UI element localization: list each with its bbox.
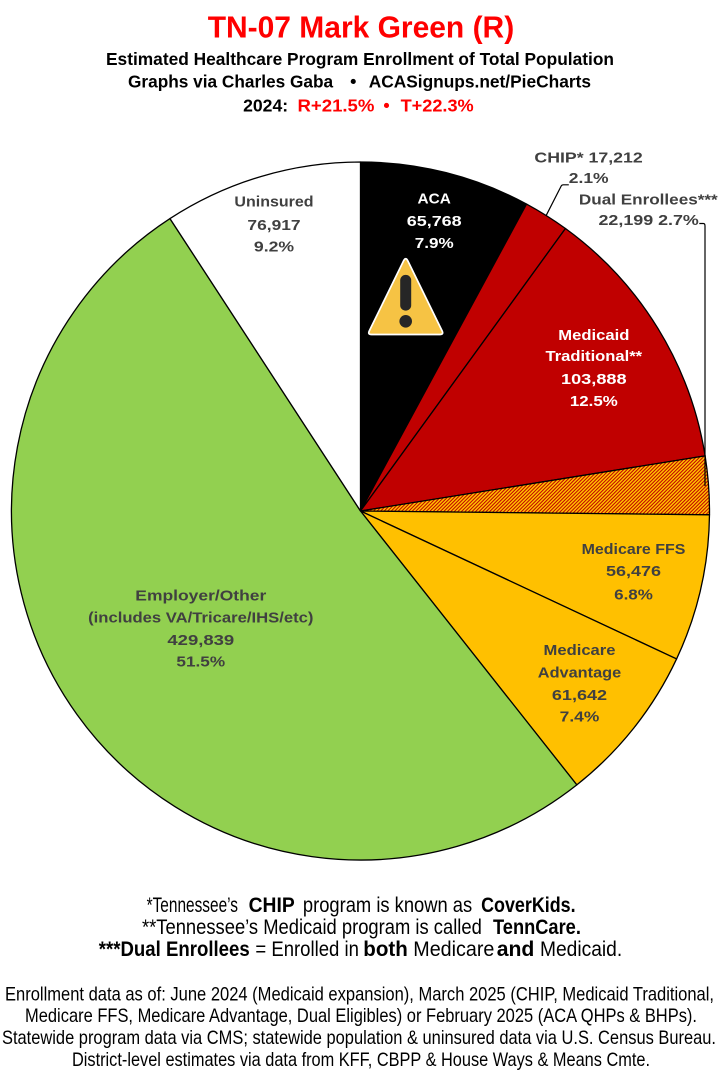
svg-text:TN-07 Mark Green (R): TN-07 Mark Green (R) xyxy=(208,12,515,45)
svg-text:65,768: 65,768 xyxy=(407,214,462,230)
svg-text:12.5%: 12.5% xyxy=(570,394,618,410)
svg-text:R+21.5%: R+21.5% xyxy=(298,95,375,115)
svg-text:T+22.3%: T+22.3% xyxy=(401,95,474,115)
svg-text:Enrollment data as of: June 20: Enrollment data as of: June 2024 (Medica… xyxy=(5,984,714,1006)
svg-text:TennCare.: TennCare. xyxy=(493,915,581,939)
svg-text:7.9%: 7.9% xyxy=(415,236,454,252)
svg-text:***Dual Enrollees: ***Dual Enrollees xyxy=(99,937,250,961)
svg-text:Medicare FFS: Medicare FFS xyxy=(582,542,686,558)
svg-text:District-level estimates via d: District-level estimates via data from K… xyxy=(72,1049,650,1070)
svg-text:CHIP: CHIP xyxy=(249,893,295,917)
svg-text:2.1%: 2.1% xyxy=(569,171,609,187)
svg-text:•: • xyxy=(383,95,389,115)
svg-text:9.2%: 9.2% xyxy=(254,240,294,256)
svg-text:51.5%: 51.5% xyxy=(176,655,225,671)
svg-text:**Tennessee’s Medicaid program: **Tennessee’s Medicaid program is called xyxy=(142,915,482,939)
svg-text:Uninsured: Uninsured xyxy=(234,195,313,211)
svg-text:both: both xyxy=(363,937,408,961)
svg-text:Medicaid: Medicaid xyxy=(558,328,629,344)
svg-text:Estimated Healthcare Program E: Estimated Healthcare Program Enrollment … xyxy=(106,49,614,69)
svg-text:(includes VA/Tricare/IHS/etc): (includes VA/Tricare/IHS/etc) xyxy=(88,611,313,627)
svg-text:•: • xyxy=(350,72,356,92)
svg-text:Medicare FFS, Medicare Advanta: Medicare FFS, Medicare Advantage, Dual E… xyxy=(25,1005,697,1027)
svg-text:Statewide program data via CMS: Statewide program data via CMS; statewid… xyxy=(2,1027,716,1049)
svg-text:Employer/Other: Employer/Other xyxy=(135,589,266,605)
svg-text:7.4%: 7.4% xyxy=(560,710,600,726)
svg-text:Dual Enrollees***: Dual Enrollees*** xyxy=(579,193,718,209)
svg-text:429,839: 429,839 xyxy=(167,633,234,649)
svg-text:103,888: 103,888 xyxy=(561,372,627,388)
svg-text:CoverKids.: CoverKids. xyxy=(481,893,575,917)
svg-text:2024:: 2024: xyxy=(243,95,288,115)
svg-text:Traditional**: Traditional** xyxy=(546,349,643,365)
svg-text:and: and xyxy=(497,937,535,961)
svg-text:ACASignups.net/PieCharts: ACASignups.net/PieCharts xyxy=(369,72,591,92)
svg-text:Graphs via Charles Gaba: Graphs via Charles Gaba xyxy=(128,72,334,92)
svg-text:22,199 2.7%: 22,199 2.7% xyxy=(599,213,699,229)
svg-text:61,642: 61,642 xyxy=(552,688,607,704)
svg-text:= Enrolled in: = Enrolled in xyxy=(255,937,359,961)
svg-text:CHIP* 17,212: CHIP* 17,212 xyxy=(534,150,642,166)
svg-text:Advantage: Advantage xyxy=(538,666,621,682)
svg-text:ACA: ACA xyxy=(418,192,452,208)
svg-text:76,917: 76,917 xyxy=(247,218,300,234)
svg-text:Medicaid.: Medicaid. xyxy=(540,937,622,961)
svg-text:Medicare: Medicare xyxy=(544,643,616,659)
svg-text:6.8%: 6.8% xyxy=(614,588,653,604)
svg-text:Medicare: Medicare xyxy=(413,937,494,961)
svg-text:*Tennessee’s: *Tennessee’s xyxy=(147,893,238,917)
svg-text:program is known as: program is known as xyxy=(303,893,472,917)
svg-text:56,476: 56,476 xyxy=(606,564,661,580)
